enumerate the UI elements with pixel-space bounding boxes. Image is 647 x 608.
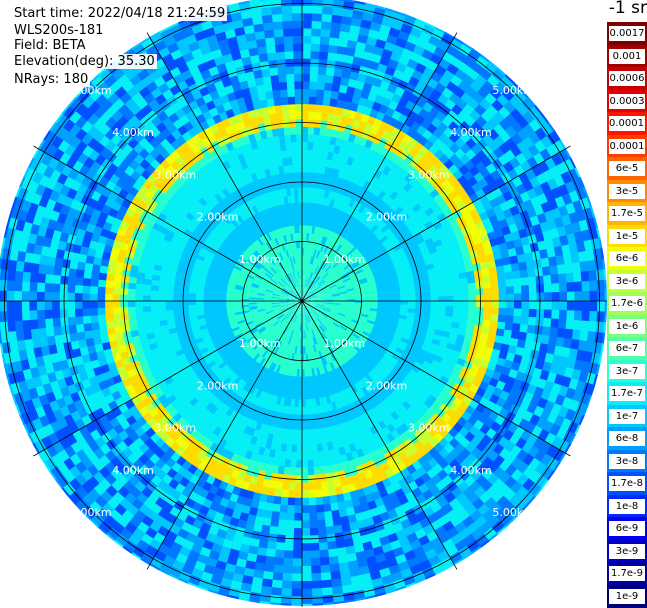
heatmap-cell bbox=[506, 286, 515, 295]
heatmap-cell bbox=[89, 307, 98, 316]
heatmap-cell bbox=[308, 505, 317, 514]
